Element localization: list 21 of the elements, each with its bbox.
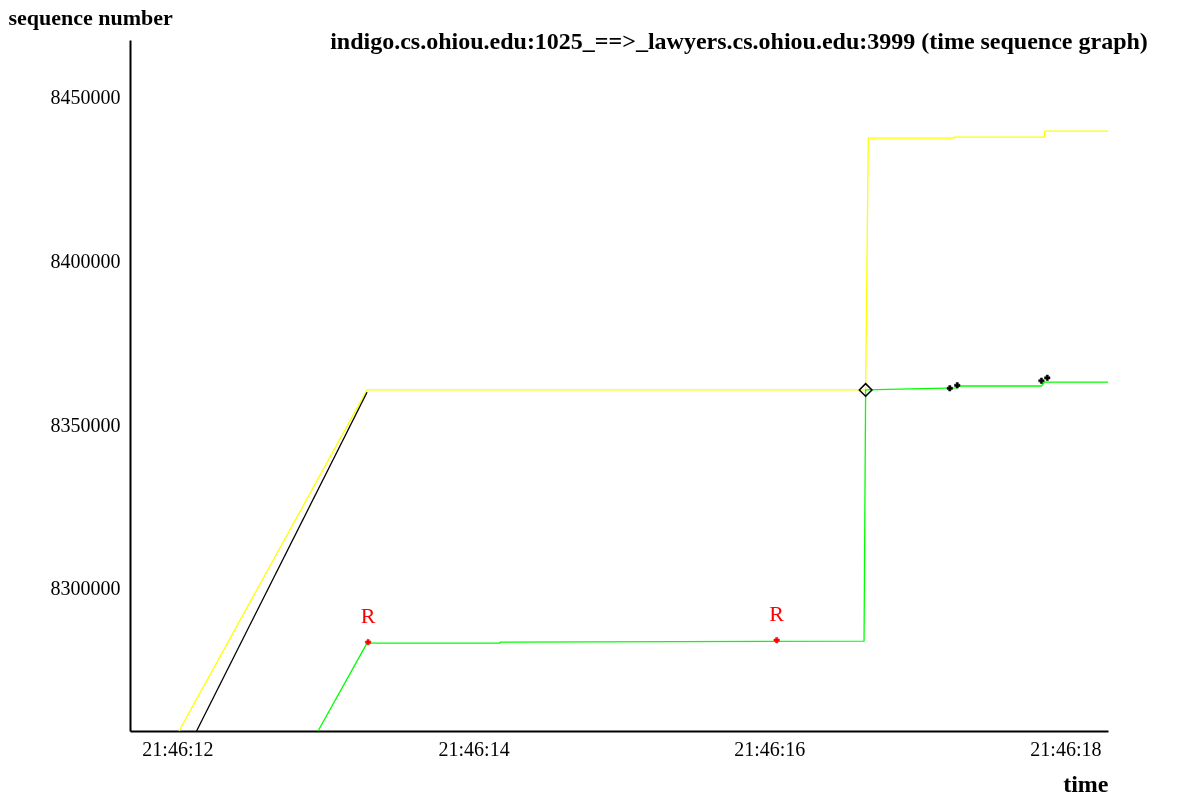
y-tick-label: 8450000: [50, 85, 121, 108]
annotation: R: [360, 603, 376, 629]
y-tick-label: 8300000: [50, 577, 121, 600]
point: [946, 385, 953, 392]
x-tick-label: 21:46:12: [142, 737, 214, 760]
x-tick-label: 21:46:14: [438, 737, 510, 760]
y-axis-title: sequence number: [8, 4, 174, 30]
point: [365, 639, 372, 646]
y-tick-label: 8400000: [50, 249, 121, 272]
x-axis-title: time: [1063, 770, 1109, 797]
annotation: R: [769, 601, 785, 627]
line-series: [178, 130, 1109, 732]
point: [1038, 377, 1045, 384]
x-tick-label: 21:46:18: [1030, 737, 1102, 760]
chart-title: indigo.cs.ohiou.edu:1025_==>_lawyers.cs.ohiou.edu:3999 (time sequence graph): [330, 28, 1148, 54]
point: [773, 637, 780, 644]
y-tick-label: 8350000: [50, 413, 121, 436]
point: [954, 382, 961, 389]
x-tick-label: 21:46:16: [734, 737, 806, 760]
point: [858, 382, 873, 397]
point: [1044, 374, 1051, 381]
